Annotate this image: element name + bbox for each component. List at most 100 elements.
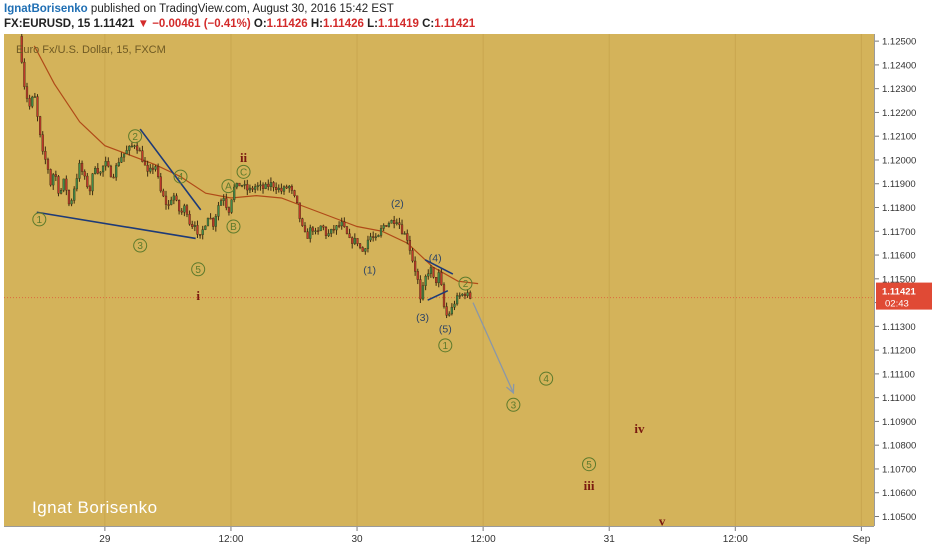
candle-body: [455, 295, 459, 305]
low-value: 1.11419: [377, 18, 419, 30]
candle: [212, 217, 215, 230]
candle-body: [332, 228, 335, 231]
candle-body: [324, 226, 328, 236]
candle: [324, 226, 328, 240]
candle-body: [348, 233, 351, 238]
candle-body: [39, 116, 42, 135]
candle: [62, 178, 65, 193]
last-price-tag: [876, 282, 932, 310]
candle-body: [290, 185, 293, 191]
candle-body: [86, 175, 89, 188]
price-tick-label: 1.11800: [882, 203, 916, 214]
candle-body: [330, 228, 333, 234]
wave-label-roman: v: [659, 514, 666, 526]
candle: [54, 170, 57, 182]
wave-label-ring: [32, 212, 47, 227]
candle-body: [125, 150, 128, 155]
time-axis[interactable]: 29 12:00 30 12:00 31 12:00 Sep: [4, 526, 874, 551]
candle-body: [411, 250, 414, 262]
last-price-label: 1.11421: [882, 287, 917, 298]
candle: [254, 183, 257, 194]
candle-body: [41, 134, 44, 152]
candle-body: [246, 184, 249, 191]
candle: [107, 157, 110, 168]
candle: [377, 234, 380, 238]
candle-body: [191, 224, 194, 227]
candle: [125, 145, 128, 155]
candle: [455, 292, 459, 306]
candle: [209, 213, 212, 220]
wave-label-ring: [236, 164, 251, 179]
wave-label-text: 3: [511, 400, 517, 411]
candle-body: [251, 187, 254, 190]
trendline-triangle-lower: [427, 289, 449, 301]
candle: [435, 277, 438, 286]
candle-body: [298, 202, 301, 219]
candle-body: [209, 217, 212, 220]
candle: [261, 182, 265, 194]
candle: [225, 193, 228, 211]
wave-label-ring: [458, 276, 473, 291]
trendline-wedge-upper: [139, 128, 202, 211]
candle-body: [303, 225, 307, 232]
candle-body: [88, 186, 92, 192]
time-tick-label: 12:00: [218, 534, 243, 545]
low-label: L:: [367, 18, 378, 30]
candle: [277, 184, 280, 193]
candle-body: [429, 267, 432, 274]
candle-body: [120, 156, 123, 163]
candle: [109, 164, 113, 178]
wave-label-paren: (5): [439, 324, 452, 336]
candle-body: [233, 186, 236, 200]
candle: [256, 182, 259, 191]
candle-body: [306, 231, 309, 239]
candle-body: [80, 162, 84, 172]
candle: [248, 184, 252, 194]
candle: [372, 231, 375, 242]
time-tick-label: 29: [99, 534, 111, 545]
wave-label-circled: C: [236, 164, 251, 179]
candle: [411, 247, 414, 263]
price-axis[interactable]: 1.12500 1.12400 1.12300 1.12200 1.12100 1.120…: [874, 34, 932, 526]
candle: [453, 300, 456, 311]
candle: [463, 292, 467, 300]
wave-label-circled: 5: [191, 262, 206, 277]
candle-body: [408, 240, 412, 251]
candle-body: [453, 303, 456, 308]
high-label: H:: [310, 18, 323, 30]
plot-area[interactable]: 1 2 3 4 5 i ii C A B (1) (2) (3) (4) (5) 1 2 3 4 iv 5 iii v Eu…: [4, 34, 874, 526]
candle-body: [96, 168, 99, 174]
wave-label-text: 5: [195, 265, 201, 276]
candle: [243, 180, 246, 190]
candle-body: [424, 276, 427, 286]
candle: [335, 224, 338, 235]
published-text: published on TradingView.com, August 30,…: [90, 3, 394, 15]
time-axis-svg: 29 12:00 30 12:00 31 12:00 Sep: [99, 527, 871, 545]
candle: [390, 219, 393, 224]
candle: [311, 226, 314, 236]
price-tick-label: 1.11000: [882, 393, 916, 404]
author-name[interactable]: IgnatBorisenko: [4, 3, 88, 15]
wave-label-ring: [173, 169, 188, 184]
candle-body: [393, 220, 396, 224]
candle: [269, 177, 273, 191]
candle: [164, 190, 168, 210]
candle: [421, 282, 425, 301]
symbol-description: Euro Fx/U.S. Dollar, 15, FXCM: [16, 44, 166, 56]
candle-body: [406, 233, 409, 241]
wave-label-circled: B: [226, 219, 241, 234]
candle: [104, 156, 107, 171]
candle-body: [70, 200, 73, 205]
candle: [151, 164, 154, 175]
price-tick-label: 1.10600: [882, 488, 916, 499]
candle-body: [141, 150, 144, 162]
wave-label-text: B: [230, 222, 237, 233]
projection-arrowhead: [506, 383, 515, 395]
candle: [340, 217, 343, 230]
candle: [138, 147, 141, 152]
candle: [282, 185, 286, 195]
wave-label-text: C: [240, 167, 247, 178]
candle-body: [46, 159, 50, 170]
candle-body: [115, 165, 118, 178]
candle: [450, 303, 453, 316]
